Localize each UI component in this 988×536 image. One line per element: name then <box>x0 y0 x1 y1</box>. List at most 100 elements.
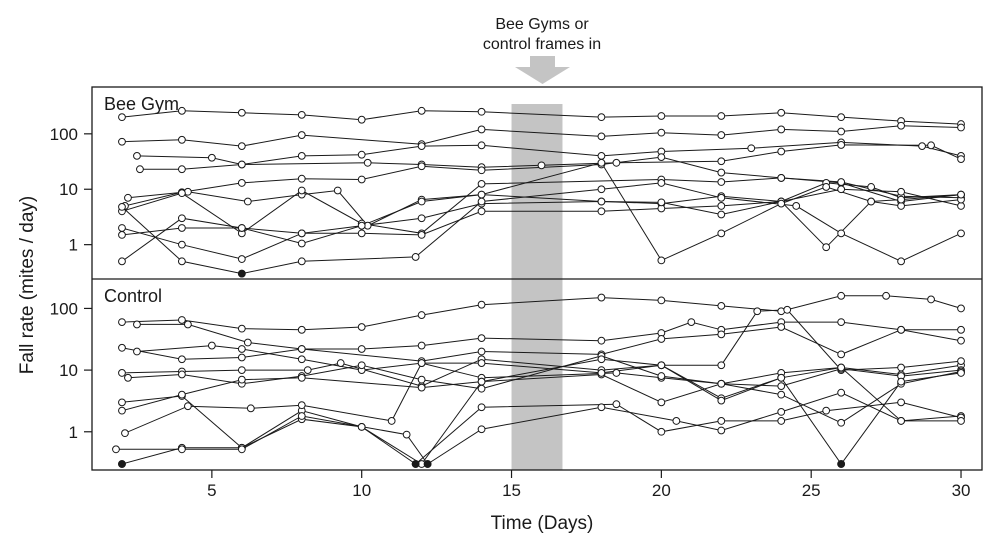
control-data-point <box>246 404 255 413</box>
bee-gym-data-point <box>118 257 126 266</box>
control-data-point <box>837 318 846 327</box>
control-filled-point <box>423 460 432 468</box>
bee-gym-y-tick-label: 10 <box>59 180 78 199</box>
control-data-point <box>657 372 666 380</box>
bee-gym-data-point <box>237 224 246 232</box>
control-data-point <box>177 445 186 454</box>
control-filled-point <box>837 460 846 468</box>
control-data-point <box>897 325 905 334</box>
control-data-point <box>717 426 726 435</box>
bee-gym-data-point <box>118 137 126 146</box>
bee-gym-data-point <box>897 202 905 210</box>
bee-gym-series-line-6 <box>127 182 962 227</box>
x-tick-label: 25 <box>802 481 821 500</box>
bee-gym-data-point <box>297 239 306 248</box>
control-data-point <box>957 357 965 365</box>
bee-gym-series-line-8 <box>121 188 962 236</box>
bee-gym-data-point <box>777 174 786 182</box>
control-series-line-10 <box>116 392 961 465</box>
control-data-point <box>657 335 666 343</box>
control-series-line-8 <box>124 362 962 434</box>
control-data-point <box>112 445 120 454</box>
bee-gym-data-point <box>297 151 306 160</box>
bee-gym-data-point <box>477 197 486 206</box>
control-data-point <box>657 427 666 436</box>
control-data-point <box>717 379 726 388</box>
bee-gym-data-point <box>657 128 666 137</box>
bee-gym-y-axis: 1 10 100 <box>50 125 92 255</box>
bee-gym-data-point <box>297 174 306 183</box>
control-data-point <box>777 382 786 391</box>
bee-gym-data-point <box>477 207 486 216</box>
control-data-point <box>897 398 905 407</box>
control-data-point <box>237 375 246 384</box>
bee-gym-data-point <box>837 127 846 136</box>
control-data-point <box>124 373 132 382</box>
control-data-point <box>297 355 306 364</box>
control-data-point <box>357 422 366 431</box>
bee-gym-data-point <box>822 243 831 252</box>
bee-gym-y-tick-label: 1 <box>69 236 78 255</box>
control-y-tick-label: 10 <box>59 361 78 380</box>
control-data-point <box>717 417 726 425</box>
control-data-point <box>597 369 606 377</box>
control-data-point <box>897 363 905 372</box>
control-data-point <box>297 401 306 410</box>
control-data-point <box>177 355 186 364</box>
bee-gym-data-point <box>957 123 965 132</box>
bee-gym-data-point <box>897 257 905 266</box>
control-data-point <box>336 359 345 367</box>
bee-gym-data-point <box>417 214 426 223</box>
bee-gym-data-point <box>118 230 126 239</box>
bee-gym-data-point <box>477 125 486 134</box>
bee-gym-data-point <box>597 113 606 122</box>
bee-gym-data-point <box>717 157 726 166</box>
control-data-point <box>297 373 306 382</box>
bee-gym-data-point <box>417 197 426 206</box>
bee-gym-data-point <box>777 125 786 134</box>
control-data-point <box>783 305 792 314</box>
control-data-point <box>597 336 606 345</box>
bee-gym-y-tick-label: 100 <box>50 125 78 144</box>
bee-gym-data-point <box>897 195 905 204</box>
bee-gym-data-point <box>177 106 186 115</box>
bee-gym-points-group <box>118 106 965 278</box>
bee-gym-data-point <box>297 257 306 266</box>
bee-gym-data-point <box>717 168 726 177</box>
bee-gym-data-point <box>597 207 606 216</box>
bee-gym-data-point <box>837 113 846 122</box>
bee-gym-data-point <box>118 224 126 232</box>
bee-gym-data-point <box>747 144 756 153</box>
control-data-point <box>837 388 846 397</box>
bee-gym-data-point <box>657 112 666 120</box>
control-data-point <box>477 377 486 386</box>
control-data-point <box>957 369 965 377</box>
control-data-point <box>957 417 965 425</box>
bee-gym-data-point <box>897 121 905 130</box>
bee-gym-panel-title: Bee Gym <box>104 94 179 114</box>
bee-gym-data-point <box>177 189 186 198</box>
control-panel-title: Control <box>104 286 162 306</box>
control-filled-point <box>411 460 420 468</box>
bee-gym-series-line-9 <box>121 199 962 260</box>
bee-gym-data-point <box>297 131 306 139</box>
control-data-point <box>417 383 426 392</box>
bee-gym-data-point <box>717 210 726 219</box>
bee-gym-data-point <box>357 115 366 124</box>
bee-gym-data-point <box>597 151 606 160</box>
control-data-point <box>753 307 762 316</box>
control-data-point <box>297 412 306 420</box>
bee-gym-data-point <box>237 255 246 263</box>
control-data-point <box>717 396 726 405</box>
bee-gym-data-point <box>297 229 306 238</box>
control-data-point <box>387 417 396 425</box>
bee-gym-data-point <box>957 229 965 238</box>
control-data-point <box>183 402 192 411</box>
bee-gym-data-point <box>717 193 726 202</box>
annotation-arrow <box>515 56 570 84</box>
control-data-point <box>417 311 426 319</box>
control-data-point <box>777 408 786 416</box>
control-data-point <box>957 336 965 345</box>
control-data-point <box>882 291 891 300</box>
